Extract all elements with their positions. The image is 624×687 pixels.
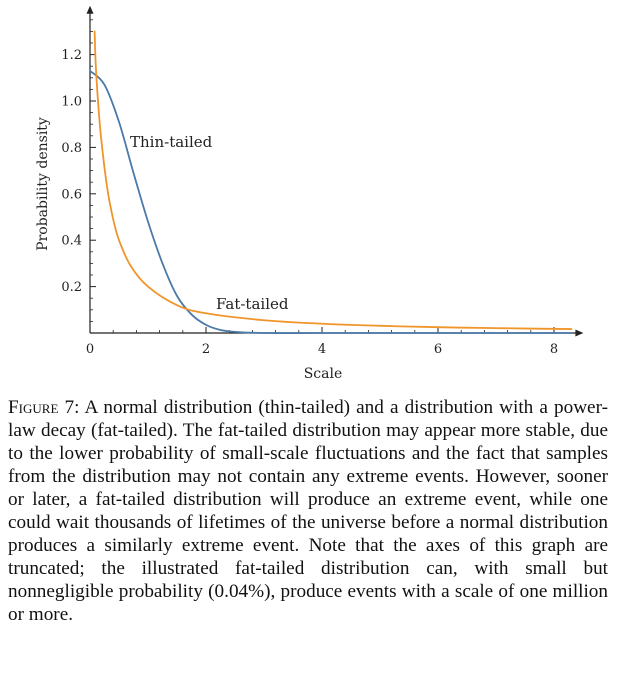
y-tick-label: 0.4 (61, 234, 82, 249)
y-axis-arrow (86, 5, 94, 14)
figure-caption: Figure 7: A normal distribution (thin-ta… (8, 396, 608, 626)
probability-density-chart: 0 2 4 6 8 0.2 0.4 0.6 0.8 1.0 1.2 Scale Probabilit… (35, 5, 584, 382)
x-axis-title: Scale (304, 366, 343, 382)
x-tick-label: 6 (434, 342, 442, 357)
thin-tailed-curve (90, 69, 573, 334)
x-tick-label: 2 (202, 342, 210, 357)
fat-tailed-curve (93, 30, 573, 330)
x-tick-label: 0 (86, 342, 94, 357)
axes (86, 5, 584, 337)
y-tick-label: 0.6 (61, 187, 82, 202)
y-axis-title: Probability density (35, 117, 51, 251)
figure-label: Figure 7: (8, 397, 80, 418)
x-axis-arrow (575, 329, 584, 337)
y-tick-label: 1.0 (61, 95, 82, 110)
curves (90, 30, 573, 334)
y-tick-label: 0.2 (61, 280, 82, 295)
series-label-thin-tailed: Thin-tailed (130, 133, 213, 151)
y-tick-label: 1.2 (61, 48, 82, 63)
x-tick-label: 4 (318, 342, 326, 357)
y-tick-label: 0.8 (61, 141, 82, 156)
ticks: 0 2 4 6 8 0.2 0.4 0.6 0.8 1.0 1.2 (61, 19, 558, 357)
x-tick-label: 8 (550, 342, 558, 357)
caption-text: A normal distribution (thin-tailed) and … (8, 397, 608, 625)
series-label-fat-tailed: Fat-tailed (216, 295, 289, 313)
